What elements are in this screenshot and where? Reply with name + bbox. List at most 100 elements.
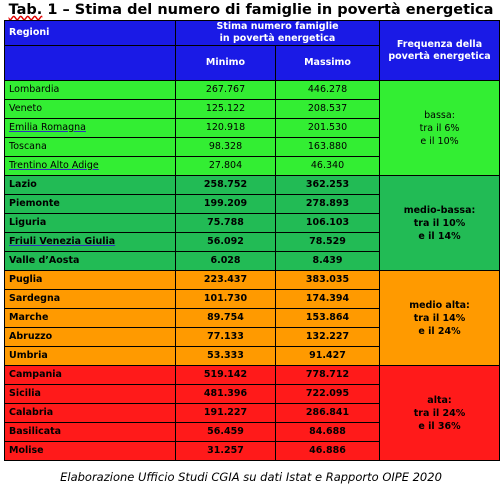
table-row: Puglia 223.437 383.035 medio alta: tra il 14… [4,270,501,366]
region-cell: Valle d’Aosta [4,251,176,271]
source-caption: Elaborazione Ufficio Studi CGIA su dati … [60,470,442,484]
minimo-cell: 31.257 [175,441,276,461]
massimo-cell: 163.880 [274,137,381,157]
region-cell: Piemonte [4,194,176,214]
table-title-prefix: Tab. [8,2,43,18]
table-row: Veneto 125.122 208.537 [4,99,500,119]
minimo-cell: 120.918 [175,118,276,138]
table-title-text: 1 – Stima del numero di famiglie in pove… [42,2,494,18]
region-cell: Campania [4,365,176,385]
region-cell: Toscana [4,137,176,157]
header-minimo: Minimo [175,45,276,81]
massimo-cell: 201.530 [274,118,381,138]
minimo-cell: 223.437 [175,270,276,290]
massimo-cell: 106.103 [274,213,381,233]
massimo-cell: 78.529 [274,232,381,252]
minimo-cell: 53.333 [175,346,276,366]
minimo-cell: 27.804 [175,156,276,176]
header-frequenza: Frequenza della povertà energetica [379,20,501,81]
frequency-line: tra il 6% [419,122,460,134]
minimo-cell: 98.328 [175,137,276,157]
massimo-cell: 383.035 [274,270,381,290]
massimo-cell: 778.712 [274,365,381,385]
minimo-cell: 267.767 [175,80,276,100]
minimo-cell: 481.396 [175,384,276,404]
region-cell: Veneto [4,99,176,119]
minimo-cell: 258.752 [175,175,276,195]
minimo-cell: 89.754 [175,308,276,328]
frequency-line: e il 24% [418,325,461,337]
massimo-cell: 722.095 [274,384,381,404]
minimo-cell: 101.730 [175,289,276,309]
massimo-cell: 132.227 [274,327,381,347]
region-cell: Friuli Venezia Giulia [4,232,176,252]
massimo-cell: 278.893 [274,194,381,214]
poverty-table: Regioni Stima numero famiglie in povertà … [4,20,501,461]
table-row: Campania 519.142 778.712 alta: tra il 24% e i… [4,365,501,461]
region-cell: Trentino Alto Adige [4,156,176,176]
table-title: Tab. 1 – Stima del numero di famiglie in… [0,0,502,20]
table-row: Liguria 75.788 106.103 [4,213,500,233]
minimo-cell: 6.028 [175,251,276,271]
massimo-cell: 174.394 [274,289,381,309]
region-cell: Basilicata [4,422,176,442]
massimo-cell: 84.688 [274,422,381,442]
table-row: Umbria 53.333 91.427 [4,346,500,366]
frequency-cell: bassa: tra il 6% e il 10% [379,80,501,176]
minimo-cell: 199.209 [175,194,276,214]
region-cell: Abruzzo [4,327,176,347]
region-cell: Sicilia [4,384,176,404]
minimo-cell: 75.788 [175,213,276,233]
frequency-line: tra il 14% [413,312,466,324]
frequency-cell: medio alta: tra il 14% e il 24% [379,270,501,366]
table-row: Sardegna 101.730 174.394 [4,289,500,309]
minimo-cell: 191.227 [175,403,276,423]
frequency-line: alta: [427,394,452,406]
massimo-cell: 46.340 [274,156,381,176]
region-cell: Lazio [4,175,176,195]
header-regioni-spacer [4,45,176,81]
table-row: Lazio 258.752 362.253 medio-bassa: tra il 10… [4,175,501,271]
frequency-line: tra il 24% [413,407,466,419]
table-row: Sicilia 481.396 722.095 [4,384,500,404]
minimo-cell: 519.142 [175,365,276,385]
region-cell: Umbria [4,346,176,366]
minimo-cell: 77.133 [175,327,276,347]
massimo-cell: 446.278 [274,80,381,100]
massimo-cell: 208.537 [274,99,381,119]
table-row: Calabria 191.227 286.841 [4,403,500,423]
table-row: Lombardia 267.767 446.278 bassa: tra il 6% e … [4,80,501,176]
region-cell: Puglia [4,270,176,290]
table-row: Molise 31.257 46.886 [4,441,500,461]
frequency-line: bassa: [424,109,455,121]
table-row: Toscana 98.328 163.880 [4,137,500,157]
header-massimo: Massimo [274,45,381,81]
frequency-line: medio-bassa: [403,204,476,216]
region-cell: Sardegna [4,289,176,309]
frequency-cell: medio-bassa: tra il 10% e il 14% [379,175,501,271]
minimo-cell: 56.459 [175,422,276,442]
frequency-line: e il 36% [418,420,461,432]
frequency-line: medio alta: [409,299,470,311]
massimo-cell: 8.439 [274,251,381,271]
region-cell: Emilia Romagna [4,118,176,138]
minimo-cell: 56.092 [175,232,276,252]
table-row: Friuli Venezia Giulia 56.092 78.529 [4,232,500,252]
frequency-line: tra il 10% [413,217,466,229]
region-cell: Marche [4,308,176,328]
frequency-line: e il 14% [418,230,461,242]
region-cell: Calabria [4,403,176,423]
region-cell: Liguria [4,213,176,233]
table-row: Emilia Romagna 120.918 201.530 [4,118,500,138]
header-regioni: Regioni [4,20,176,46]
frequency-line: e il 10% [420,135,459,147]
frequency-cell: alta: tra il 24% e il 36% [379,365,501,461]
massimo-cell: 46.886 [274,441,381,461]
region-cell: Molise [4,441,176,461]
table-row: Piemonte 199.209 278.893 [4,194,500,214]
massimo-cell: 362.253 [274,175,381,195]
massimo-cell: 91.427 [274,346,381,366]
region-cell: Lombardia [4,80,176,100]
minimo-cell: 125.122 [175,99,276,119]
massimo-cell: 286.841 [274,403,381,423]
